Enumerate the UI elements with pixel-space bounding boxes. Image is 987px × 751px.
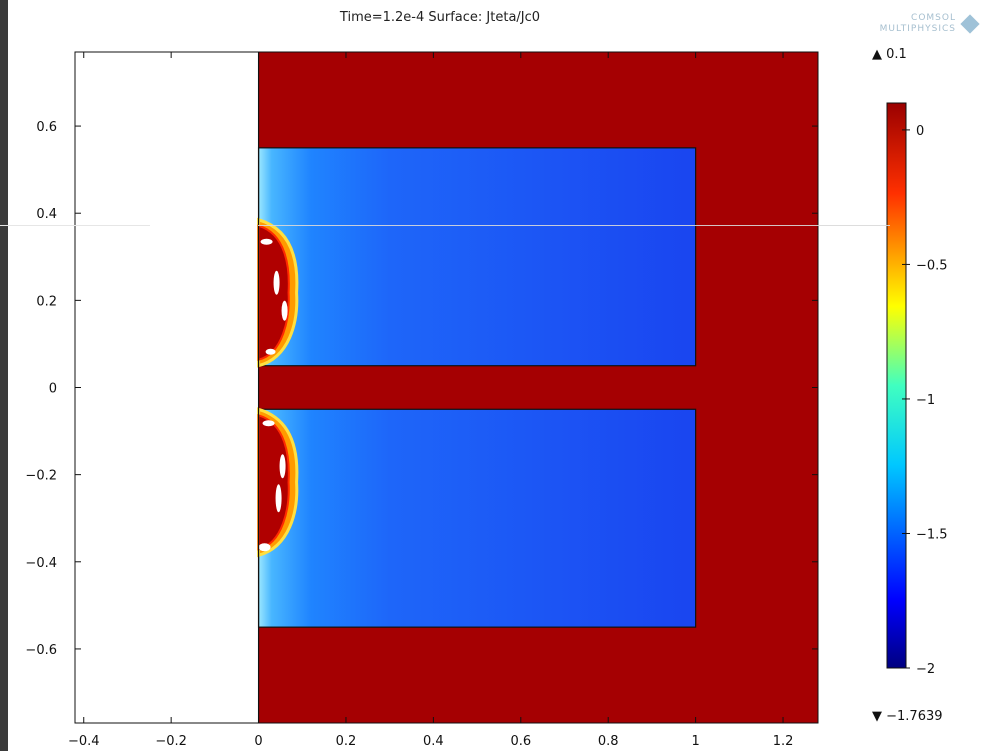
plot-area: −0.4 −0.2 0 0.2 0.4 0.6 0.8 1 1.2 0.6 0.4 0.2 0 −0.2 −… xyxy=(25,51,819,749)
colorbar-min-label: ▼ −1.7639 xyxy=(872,709,943,724)
x-tick-label: 0.8 xyxy=(598,734,619,749)
saturation-speck xyxy=(262,420,275,427)
saturation-speck xyxy=(273,270,280,295)
x-tick-label: 0.4 xyxy=(423,734,444,749)
comsol-logo: COMSOL MULTIPHYSICS xyxy=(850,12,980,40)
y-tick-label: 0 xyxy=(49,382,57,397)
colorbar-tick-label: −1.5 xyxy=(916,527,948,542)
colorbar-max-label: ▲ 0.1 xyxy=(872,47,907,62)
y-tick-label: 0.6 xyxy=(36,120,57,135)
overlay-line-right xyxy=(258,225,890,226)
x-tick-label: 0.2 xyxy=(336,734,357,749)
saturation-speck xyxy=(281,300,288,321)
saturation-zone-2 xyxy=(257,413,290,551)
x-tick-label: 0 xyxy=(254,734,262,749)
conductor-2 xyxy=(257,408,697,628)
conductor-1 xyxy=(257,147,697,367)
y-tick-label: −0.4 xyxy=(25,556,57,571)
saturation-speck xyxy=(260,238,273,245)
overlay-line xyxy=(0,225,150,226)
y-tick-label: −0.2 xyxy=(25,469,57,484)
saturation-speck xyxy=(258,543,271,552)
logo-text-line1: COMSOL xyxy=(911,13,956,23)
saturation-speck xyxy=(275,484,282,513)
colorbar-gradient xyxy=(886,102,907,669)
colorbar-tick-label: 0 xyxy=(916,124,924,139)
x-tick-label: 0.6 xyxy=(510,734,531,749)
colorbar: 0 −0.5 −1 −1.5 −2 xyxy=(886,102,948,677)
x-tick-label: 1.2 xyxy=(773,734,794,749)
colorbar-tick-label: −0.5 xyxy=(916,258,948,273)
x-tick-label: −0.2 xyxy=(155,734,187,749)
window-edge xyxy=(0,0,8,751)
logo-text-line2: MULTIPHYSICS xyxy=(879,24,956,34)
chart-title: Time=1.2e-4 Surface: Jteta/Jc0 xyxy=(339,10,541,25)
y-tick-label: 0.4 xyxy=(36,207,57,222)
saturation-speck xyxy=(265,348,276,355)
colorbar-tick-label: −1 xyxy=(916,393,935,408)
y-tick-label: 0.2 xyxy=(36,294,57,309)
y-tick-label: −0.6 xyxy=(25,643,57,658)
x-tick-label: −0.4 xyxy=(68,734,100,749)
x-tick-label: 1 xyxy=(691,734,699,749)
saturation-speck xyxy=(279,454,286,479)
colorbar-tick-label: −2 xyxy=(916,662,935,677)
